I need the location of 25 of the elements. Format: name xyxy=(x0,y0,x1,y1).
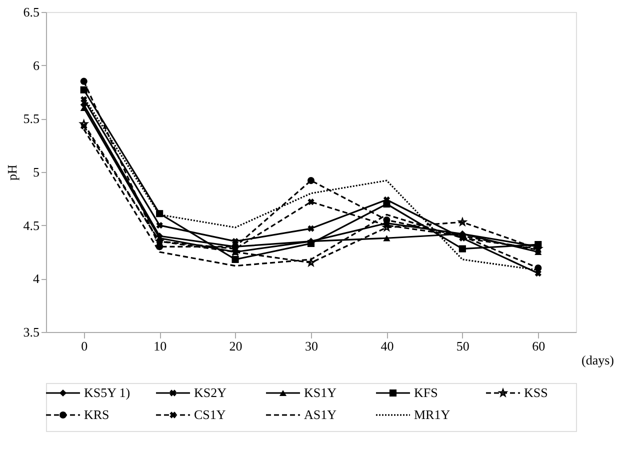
y-tick-label: 5 xyxy=(33,164,40,180)
y-tick-label: 6 xyxy=(33,58,40,73)
legend-label: KFS xyxy=(414,385,438,400)
y-tick-label: 5.5 xyxy=(23,111,40,126)
legend-label: CS1Y xyxy=(194,407,226,422)
legend-label: KS1Y xyxy=(304,385,338,400)
legend-label: KRS xyxy=(84,407,110,422)
y-tick-label: 6.5 xyxy=(23,4,40,20)
legend-label: MR1Y xyxy=(414,407,451,422)
x-tick-label: 60 xyxy=(532,338,546,354)
x-axis-title: (days) xyxy=(582,352,614,368)
x-tick-label: 20 xyxy=(229,338,242,354)
x-tick-label: 10 xyxy=(154,338,167,354)
legend-label: AS1Y xyxy=(304,407,338,422)
y-tick-label: 4 xyxy=(33,271,40,286)
legend-label: KSS xyxy=(524,385,548,400)
y-tick-label: 3.5 xyxy=(23,324,40,340)
y-tick-label: 4.5 xyxy=(23,218,40,233)
legend-label: KS2Y xyxy=(194,385,228,400)
y-axis-title: pH xyxy=(4,164,20,180)
x-tick-label: 30 xyxy=(305,338,318,354)
x-tick-label: 40 xyxy=(380,338,394,354)
legend-label: KS5Y 1) xyxy=(84,385,130,400)
x-tick-label: 0 xyxy=(81,338,88,354)
x-tick-label: 50 xyxy=(456,338,470,354)
